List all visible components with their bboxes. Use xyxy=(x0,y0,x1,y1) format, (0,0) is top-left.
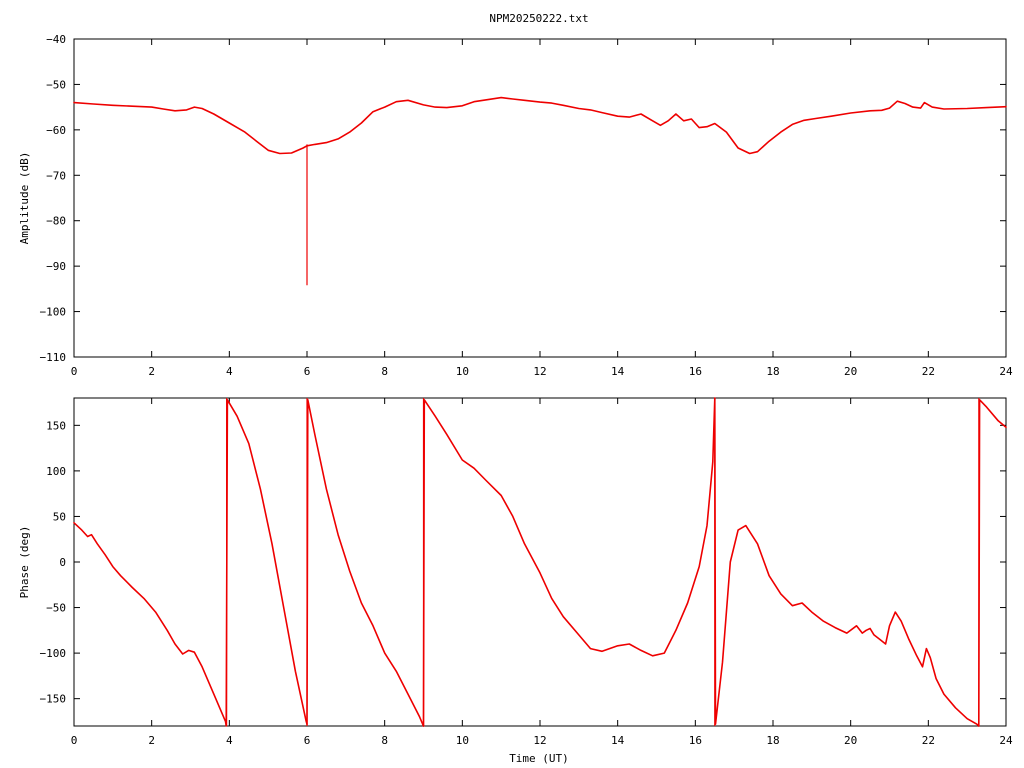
phase-trace-segment-1 xyxy=(306,398,425,727)
amplitude-x-tick-label: 20 xyxy=(844,365,857,378)
phase-x-tick-label: 14 xyxy=(611,734,625,747)
time-x-axis-label: Time (UT) xyxy=(509,752,569,765)
phase-y-tick-label: 150 xyxy=(46,419,66,432)
phase-x-tick-label: 10 xyxy=(456,734,469,747)
amplitude-x-tick-label: 6 xyxy=(304,365,311,378)
phase-x-tick-label: 8 xyxy=(381,734,388,747)
phase-trace-segment-3 xyxy=(713,397,980,727)
amplitude-y-tick-label: −60 xyxy=(46,124,66,137)
amplitude-x-tick-label: 24 xyxy=(999,365,1013,378)
amplitude-y-axis-label: Amplitude (dB) xyxy=(18,152,31,245)
amplitude-panel: 0 2 4 6 8 10 12 14 16 18 20 22 24−110−100−90−80−70−6… xyxy=(40,33,1013,378)
phase-panel: 0 2 4 6 8 10 12 14 16 18 20 22 24−150−100−5005010015… xyxy=(40,397,1013,747)
phase-y-tick-label: 50 xyxy=(53,510,66,523)
amplitude-y-tick-label: −40 xyxy=(46,33,66,46)
phase-x-tick-label: 24 xyxy=(999,734,1013,747)
amplitude-y-tick-label: −50 xyxy=(46,78,66,91)
amplitude-x-tick-label: 0 xyxy=(71,365,78,378)
phase-trace-segment-4 xyxy=(977,398,1007,727)
phase-x-tick-label: 18 xyxy=(766,734,779,747)
amplitude-x-tick-label: 2 xyxy=(148,365,155,378)
amplitude-y-tick-label: −100 xyxy=(40,306,67,319)
amplitude-x-tick-label: 22 xyxy=(922,365,935,378)
amplitude-x-tick-label: 16 xyxy=(689,365,702,378)
phase-trace-segment-0 xyxy=(73,398,308,727)
phase-plot-frame xyxy=(73,397,1007,727)
phase-x-tick-label: 16 xyxy=(689,734,702,747)
phase-x-tick-label: 22 xyxy=(922,734,935,747)
phase-x-tick-label: 6 xyxy=(304,734,311,747)
phase-x-tick-label: 20 xyxy=(844,734,857,747)
amplitude-x-tick-label: 18 xyxy=(766,365,779,378)
amplitude-trace-segment-0 xyxy=(73,96,1007,155)
amplitude-y-tick-label: −80 xyxy=(46,215,66,228)
phase-x-tick-label: 0 xyxy=(71,734,78,747)
phase-y-tick-label: 100 xyxy=(46,465,66,478)
amplitude-x-tick-label: 4 xyxy=(226,365,233,378)
amplitude-plot-frame xyxy=(73,38,1007,358)
phase-y-tick-label: −150 xyxy=(40,693,67,706)
phase-y-tick-label: −50 xyxy=(46,602,66,615)
amplitude-y-tick-label: −70 xyxy=(46,169,66,182)
amplitude-x-tick-label: 10 xyxy=(456,365,469,378)
phase-y-tick-label: −100 xyxy=(40,647,67,660)
phase-trace-segment-2 xyxy=(422,397,716,727)
amplitude-y-tick-label: −90 xyxy=(46,260,66,273)
amplitude-x-tick-label: 8 xyxy=(381,365,388,378)
amplitude-x-tick-label: 12 xyxy=(533,365,546,378)
amplitude-x-tick-label: 14 xyxy=(611,365,625,378)
phase-x-tick-label: 12 xyxy=(533,734,546,747)
phase-x-tick-label: 4 xyxy=(226,734,233,747)
phase-x-tick-label: 2 xyxy=(148,734,155,747)
phase-y-tick-label: 0 xyxy=(59,556,66,569)
phase-y-axis-label: Phase (deg) xyxy=(18,526,31,599)
chart-title: NPM20250222.txt xyxy=(489,12,588,25)
amplitude-y-tick-label: −110 xyxy=(40,351,67,364)
